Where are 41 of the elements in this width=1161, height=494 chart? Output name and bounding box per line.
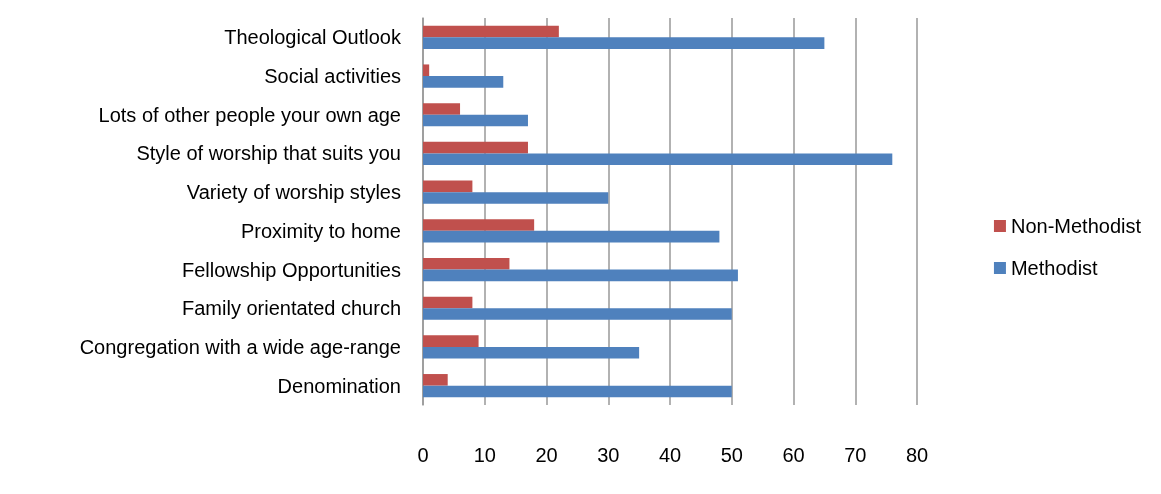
x-tick-label: 60 — [782, 444, 805, 466]
bar — [423, 25, 559, 38]
y-tick-label: Social activities — [264, 65, 401, 88]
x-tick-label: 40 — [658, 444, 682, 466]
x-tick-label: 50 — [720, 444, 743, 466]
x-tick-label: 70 — [844, 444, 867, 466]
legend-label: Non-Methodist — [1010, 215, 1142, 237]
x-tick-label: 10 — [473, 444, 496, 466]
bar — [423, 346, 640, 359]
x-tick-label: 80 — [905, 444, 929, 466]
bar — [423, 153, 893, 166]
y-tick-label: Lots of other people your own age — [98, 103, 401, 126]
bar — [423, 180, 473, 193]
y-tick-label: Proximity to home — [240, 219, 401, 242]
bar — [423, 230, 720, 243]
y-tick-label: Variety of worship styles — [186, 181, 401, 204]
y-tick-label: Denomination — [277, 374, 401, 397]
bar — [423, 141, 528, 154]
y-tick-label: Fellowship Opportunities — [182, 258, 401, 281]
y-tick-label: Congregation with a wide age-range — [79, 335, 401, 358]
bar — [423, 374, 448, 386]
bar — [423, 296, 473, 309]
bar — [423, 219, 535, 231]
y-tick-label: Style of worship that suits you — [136, 142, 401, 165]
bar — [423, 103, 461, 115]
x-tick-label: 30 — [597, 444, 620, 466]
bar — [423, 269, 738, 282]
bar — [423, 114, 528, 127]
x-tick-label: 0 — [417, 444, 429, 466]
bar — [423, 308, 732, 320]
bar — [423, 64, 430, 77]
x-tick-label: 20 — [535, 444, 558, 466]
bar — [423, 76, 504, 88]
bar — [423, 37, 825, 49]
bar — [423, 257, 510, 270]
y-tick-label: Theological Outlook — [224, 26, 402, 49]
bar — [423, 335, 479, 347]
bar — [423, 192, 609, 204]
legend-label: Methodist — [1010, 257, 1099, 279]
bar — [423, 385, 732, 398]
y-tick-label: Family orientated church — [182, 297, 401, 320]
